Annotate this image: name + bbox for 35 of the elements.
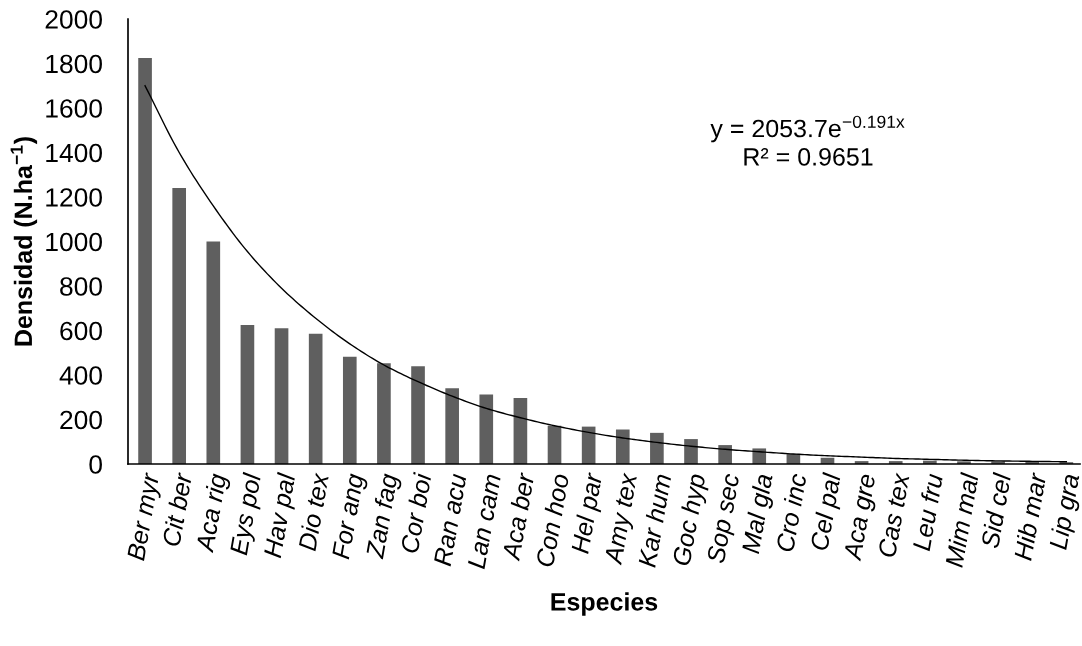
x-tick-label: Hib mar [1013, 471, 1047, 561]
y-tick-label: 1200 [46, 188, 102, 207]
x-tick-label: Ran acu [433, 472, 467, 567]
y-tick-label: 1400 [46, 143, 102, 163]
x-tick-label: Cas tex [877, 471, 910, 558]
y-tick-label: 1000 [46, 232, 102, 252]
x-tick-label: Eys pol [229, 471, 263, 556]
y-tick-label: 800 [60, 277, 102, 296]
x-tick-label: Mal gla [740, 473, 778, 555]
y-axis-title: Densidad (N.ha$^{−1}$) [10, 137, 38, 346]
x-tick-label: Hel par [571, 472, 604, 555]
y-tick-label: 2000 [45, 10, 102, 29]
y-tick-label: 0 [89, 455, 102, 474]
x-tick-label: Con hoo [535, 473, 570, 568]
x-tick-label: Aca ber [501, 471, 535, 562]
x-tick-label: Cel pal [810, 471, 843, 551]
x-tick-label: Aca gre [843, 474, 877, 562]
annotation: R² = 0.9651 [744, 148, 873, 166]
annotation: y = 2053.7e$^{−0.191x}$ [710, 115, 905, 143]
x-tick-label: Cro inc [775, 472, 807, 553]
x-tick-label: Dio tex [297, 471, 330, 552]
x-tick-label: Hav pal [263, 471, 297, 559]
x-axis-title: Especies [551, 592, 658, 616]
y-tick-label: 1600 [46, 99, 102, 118]
x-tick-label: Lip gra [1048, 473, 1082, 551]
x-tick-label: Lan cam [467, 473, 502, 570]
y-tick-label: 400 [59, 366, 102, 385]
x-tick-label: Amy tex [604, 472, 638, 566]
x-tick-label: Kar hum [637, 473, 672, 568]
y-tick-label: 1800 [46, 54, 102, 74]
y-tick-label: 200 [60, 410, 102, 430]
x-tick-label: Sid cel [980, 471, 1012, 549]
x-tick-label: Mim mal [944, 471, 979, 568]
y-tick-label: 600 [60, 321, 102, 341]
x-tick-label: Leu fru [911, 472, 944, 552]
